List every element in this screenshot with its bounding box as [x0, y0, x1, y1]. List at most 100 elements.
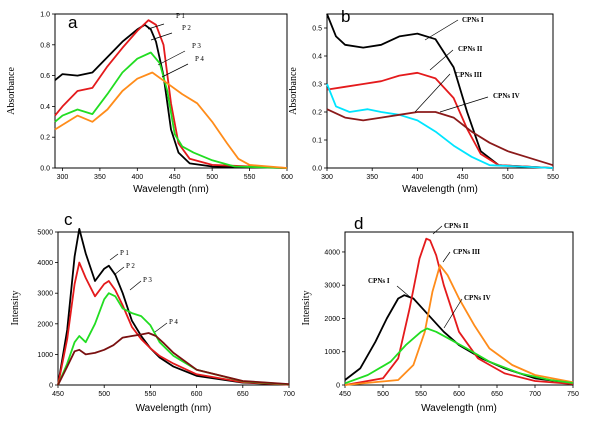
- label-leader-line: [424, 19, 459, 41]
- y-tick-label: 0: [49, 383, 53, 390]
- panel-letter: a: [68, 13, 78, 32]
- label-leader-line: [147, 23, 165, 30]
- y-axis-label: Intensity: [10, 291, 21, 326]
- plot-frame: [57, 231, 290, 386]
- series-label: P 4: [169, 318, 178, 326]
- series-line-p2: [57, 261, 290, 386]
- series-label: CPNs I: [462, 16, 484, 24]
- y-tick-label: 0.8: [40, 42, 50, 49]
- x-axis-label: Wavelength (nm): [136, 403, 212, 414]
- label-leader-line: [154, 322, 168, 333]
- x-tick-label: 600: [453, 391, 465, 398]
- y-axis-label: Absorbance: [6, 67, 17, 115]
- plot-frame: [54, 13, 288, 169]
- series-label: P 3: [143, 276, 152, 284]
- x-tick-label: 450: [169, 174, 181, 181]
- label-leader-line: [414, 73, 451, 113]
- y-tick-label: 0.2: [40, 135, 50, 142]
- x-tick-label: 550: [415, 391, 427, 398]
- label-leader-line: [161, 63, 189, 78]
- x-tick-label: 600: [191, 391, 203, 398]
- y-tick-label: 0.0: [312, 166, 322, 173]
- x-tick-label: 500: [206, 174, 218, 181]
- series-line-cpns-i: [344, 294, 574, 385]
- x-tick-label: 750: [567, 391, 579, 398]
- x-tick-label: 550: [145, 391, 157, 398]
- x-tick-label: 300: [57, 174, 69, 181]
- series-line-p1: [54, 23, 288, 169]
- series-label: P 4: [195, 55, 204, 63]
- series-line-cpns-iv: [344, 327, 574, 385]
- y-tick-label: 4000: [324, 249, 340, 256]
- x-tick-label: 600: [281, 174, 293, 181]
- y-tick-label: 0: [336, 383, 340, 390]
- x-tick-label: 500: [502, 174, 514, 181]
- x-tick-label: 500: [98, 391, 110, 398]
- label-leader-line: [439, 96, 489, 113]
- y-tick-label: 1.0: [40, 12, 50, 19]
- label-leader-line: [113, 266, 125, 276]
- y-tick-label: 0.6: [40, 73, 50, 80]
- label-leader-line: [109, 253, 119, 261]
- x-tick-label: 400: [412, 174, 424, 181]
- y-tick-label: 1000: [37, 352, 53, 359]
- panel-letter: c: [64, 210, 73, 229]
- y-tick-label: 5000: [37, 230, 53, 237]
- y-tick-label: 2000: [324, 316, 340, 323]
- y-tick-label: 0.4: [312, 54, 322, 61]
- x-tick-label: 700: [283, 391, 295, 398]
- y-tick-label: 0.2: [312, 110, 322, 117]
- series-line-cpns-ii: [344, 237, 574, 386]
- x-tick-label: 450: [52, 391, 64, 398]
- series-label: P 1: [176, 12, 185, 20]
- y-tick-label: 4000: [37, 260, 53, 267]
- series-label: CPNs II: [458, 45, 483, 53]
- label-leader-line: [432, 225, 443, 235]
- chart-panel-a: 300 350 400 450 500 550 600 0.0 0.2 0.4 0.6 0.8 1.0 W…: [6, 12, 293, 196]
- y-tick-label: 3000: [37, 291, 53, 298]
- x-tick-label: 400: [131, 174, 143, 181]
- label-leader-line: [429, 49, 454, 71]
- panel-letter: b: [341, 7, 350, 26]
- y-axis-label: Absorbance: [288, 67, 299, 115]
- y-tick-label: 0.1: [312, 138, 322, 145]
- y-tick-label: 1000: [324, 349, 340, 356]
- series-label: P 3: [192, 42, 201, 50]
- series-line-p3: [57, 292, 290, 386]
- series-label: P 1: [120, 249, 129, 257]
- x-tick-label: 500: [377, 391, 389, 398]
- series-line-cpns-iv: [326, 108, 554, 167]
- label-leader-line: [157, 50, 186, 66]
- x-tick-label: 450: [339, 391, 351, 398]
- series-label: P 2: [126, 262, 135, 270]
- plot-frame: [326, 13, 554, 169]
- label-leader-line: [443, 298, 463, 329]
- y-axis-label: Intensity: [301, 291, 312, 326]
- series-line-p4: [54, 71, 288, 169]
- series-label: CPNs III: [453, 248, 480, 256]
- x-tick-label: 350: [366, 174, 378, 181]
- y-tick-label: 0.3: [312, 82, 322, 89]
- series-line-cpns-ii: [326, 71, 554, 169]
- series-line-p3: [54, 51, 288, 169]
- x-tick-label: 700: [529, 391, 541, 398]
- chart-panel-b: 300 350 400 450 500 550 0.0 0.1 0.2 0.3 0.4 0.5 Wave…: [288, 7, 559, 195]
- label-leader-line: [150, 32, 173, 41]
- series-label: CPNs III: [455, 71, 482, 79]
- x-tick-label: 650: [491, 391, 503, 398]
- chart-panel-d: 450 500 550 600 650 700 750 0 1000 2000 3000 4000 Wa…: [301, 214, 579, 414]
- x-tick-label: 300: [321, 174, 333, 181]
- series-label: CPNs II: [444, 222, 469, 230]
- x-axis-label: Wavelength (nm): [133, 184, 209, 195]
- x-tick-label: 450: [457, 174, 469, 181]
- x-tick-label: 550: [244, 174, 256, 181]
- series-line-p2: [54, 19, 288, 169]
- y-tick-label: 0.5: [312, 26, 322, 33]
- series-line-p4: [57, 332, 290, 386]
- x-axis-label: Wavelength (nm): [402, 184, 478, 195]
- chart-panel-c: 450 500 550 600 650 700 0 1000 2000 3000 4000 5000 W…: [10, 210, 295, 414]
- label-leader-line: [396, 285, 411, 298]
- x-tick-label: 350: [94, 174, 106, 181]
- series-line-p1: [57, 228, 290, 386]
